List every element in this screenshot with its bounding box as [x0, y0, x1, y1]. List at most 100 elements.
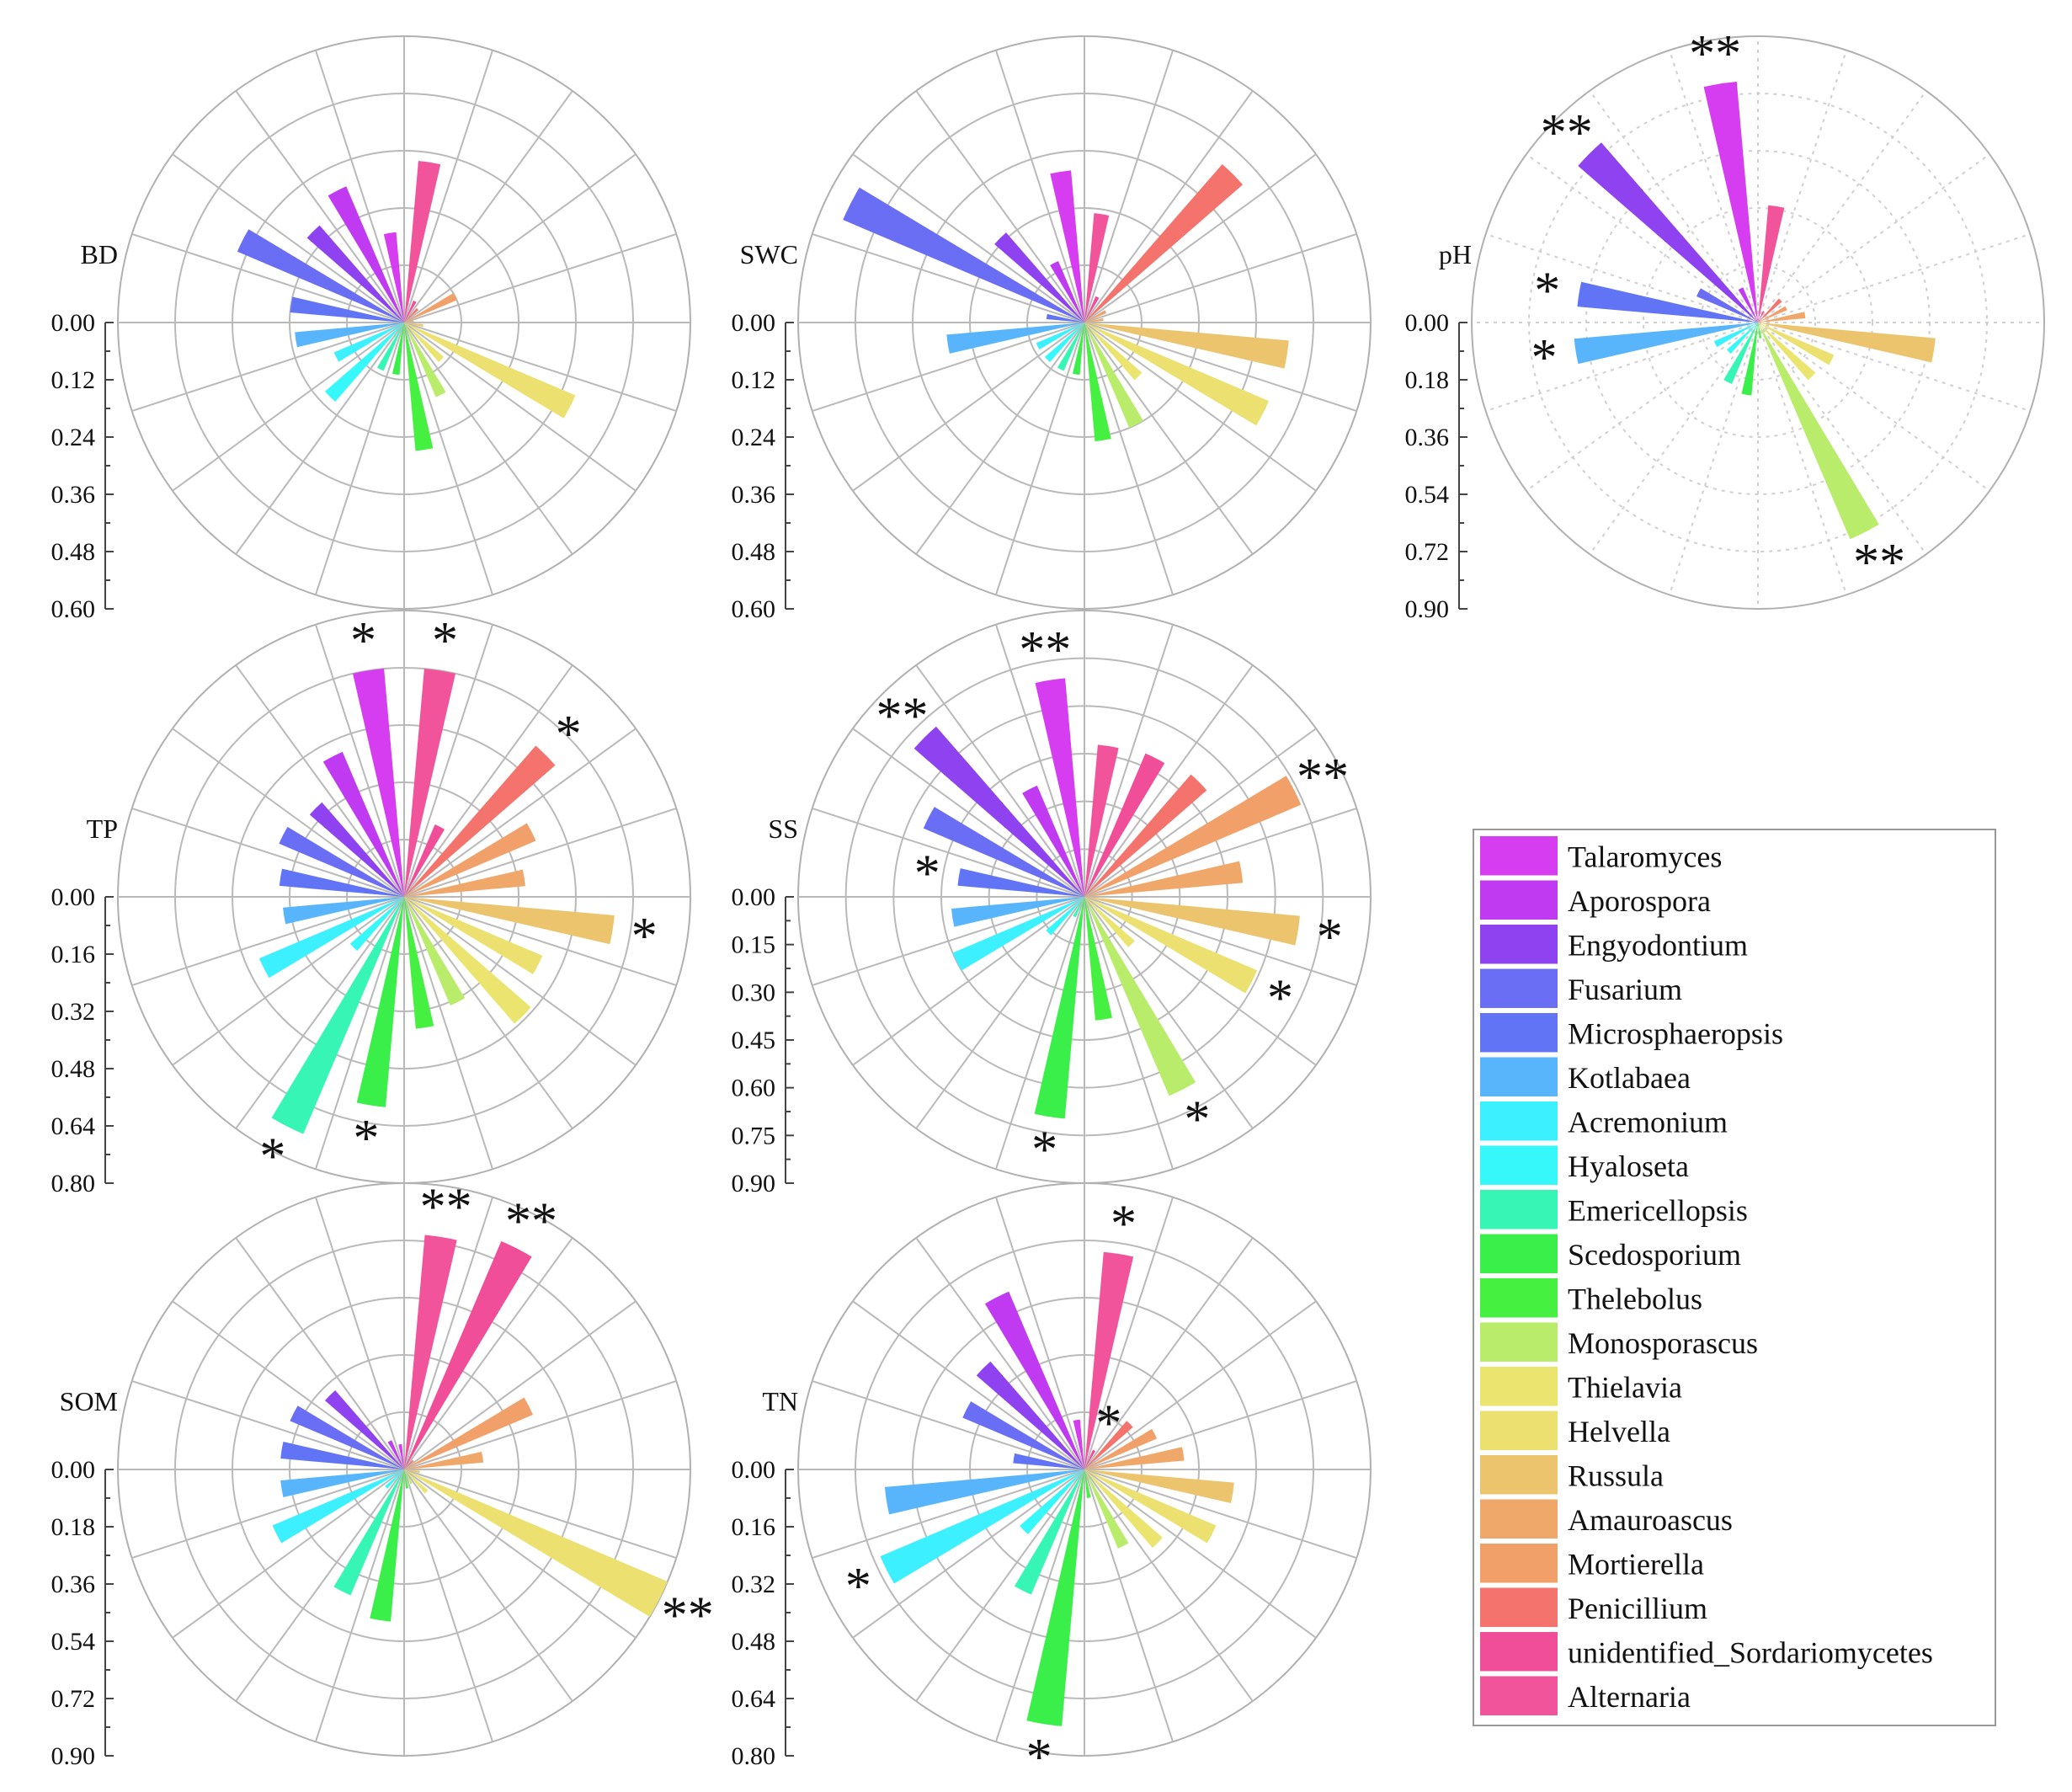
panel-tp: * * * * * * TP 0.00 0.16 0.32 0.48 0.64 0.80: [51, 610, 691, 1197]
tick-label: 0.18: [51, 1513, 96, 1541]
grid-spoke: [403, 322, 573, 555]
grid-spoke: [1084, 90, 1254, 323]
bar-acremonium: [333, 323, 404, 362]
bar-russula: [404, 323, 423, 328]
bar-monosporascus: [404, 897, 466, 1006]
bar-engyodontium: [913, 726, 1084, 897]
bar-fusarium: [962, 1401, 1084, 1469]
grid-spoke: [1084, 322, 1254, 555]
bar-microsphaeropsis: [290, 296, 404, 323]
bar-aporospora: [1022, 785, 1084, 897]
grid-spoke: [852, 1469, 1085, 1639]
legend-label: Acremonium: [1568, 1106, 1728, 1139]
significance-marker: *: [1111, 1195, 1137, 1252]
tick-label: 0.60: [51, 595, 96, 623]
grid-spoke: [314, 624, 405, 898]
bar-mortierella: [404, 293, 457, 323]
tick-label: 0.00: [1405, 309, 1450, 337]
grid-spoke: [915, 664, 1085, 898]
grid-spoke: [314, 50, 405, 323]
bar-unidentified-sordariomycetes: [1084, 1449, 1096, 1469]
grid-spoke: [994, 322, 1085, 595]
significance-marker: **: [662, 1587, 714, 1645]
grid-spoke: [403, 807, 677, 898]
grid-spoke: [1084, 1379, 1357, 1470]
bar-thelebolus: [404, 1469, 409, 1489]
legend-swatch: [1480, 836, 1558, 876]
bar-monosporascus: [1758, 323, 1879, 540]
grid-spoke: [1084, 728, 1317, 898]
bar-monosporascus: [1084, 1469, 1129, 1549]
grid-spoke: [1084, 322, 1357, 413]
bar-emericellopsis: [1073, 897, 1084, 918]
grid-spoke: [852, 322, 1085, 492]
legend-swatch: [1480, 880, 1558, 920]
legend-label: Engyodontium: [1568, 929, 1748, 963]
grid-spoke: [314, 1469, 405, 1742]
bar-hyaloseta: [1726, 323, 1758, 355]
legend-label: Helvella: [1568, 1415, 1670, 1448]
significance-marker: *: [914, 845, 940, 902]
grid-spoke: [1084, 232, 1357, 323]
grid-spoke: [915, 1237, 1085, 1470]
bar-alternaria: [1084, 1251, 1134, 1469]
bar-fusarium: [237, 229, 404, 323]
significance-marker: *: [1317, 909, 1343, 966]
panel-swc: SWC 0.00 0.12 0.24 0.36 0.48 0.60: [732, 35, 1372, 623]
legend-swatch: [1480, 1455, 1558, 1495]
bar-unidentified-sordariomycetes: [404, 300, 417, 323]
grid-spoke: [403, 50, 494, 323]
grid-spoke: [403, 322, 494, 595]
grid-spoke: [1485, 322, 1759, 413]
significance-marker: *: [1095, 1395, 1121, 1452]
bar-monosporascus: [1084, 323, 1143, 429]
grid-spoke: [1757, 322, 1927, 555]
grid-spoke: [131, 896, 405, 987]
bar-alternaria: [404, 1235, 457, 1469]
grid-spoke: [994, 1197, 1085, 1470]
bar-kotlabaea: [283, 897, 404, 925]
legend-swatch: [1480, 1587, 1558, 1627]
grid-spoke: [403, 896, 573, 1129]
grid-spoke: [403, 728, 637, 898]
bar-talaromyces: [1050, 170, 1084, 323]
grid-spoke: [403, 664, 573, 898]
bar-thelebolus: [1084, 897, 1113, 1021]
grid-spoke: [915, 90, 1085, 323]
grid-spoke: [1084, 896, 1357, 987]
legend-box: [1473, 829, 1996, 1726]
bar-microsphaeropsis: [1013, 1453, 1084, 1469]
grid-spoke: [235, 664, 405, 898]
variable-label: SWC: [740, 239, 798, 269]
tick-label: 0.60: [732, 595, 776, 623]
bar-penicillium: [404, 745, 556, 897]
bar-unidentified-sordariomycetes: [1758, 311, 1765, 323]
grid-spoke: [994, 50, 1085, 323]
bar-aporospora: [387, 1440, 404, 1469]
legend-label: Scedosporium: [1568, 1238, 1741, 1272]
grid-spoke: [1084, 664, 1254, 898]
significance-marker: **: [1689, 25, 1741, 83]
bar-fusarium: [923, 807, 1084, 897]
bar-kotlabaea: [946, 323, 1084, 354]
tick-label: 0.16: [732, 1513, 776, 1541]
legend: Talaromyces Aporospora Engyodontium Fusariu…: [1473, 829, 1996, 1726]
grid-ring: [1471, 35, 2045, 610]
grid-spoke: [131, 1379, 405, 1470]
legend-label: Monosporascus: [1568, 1326, 1758, 1360]
bar-emericellopsis: [376, 323, 404, 371]
legend-label: Thelebolus: [1568, 1283, 1702, 1316]
legend-swatch: [1480, 1544, 1558, 1583]
bar-thelebolus: [404, 323, 434, 451]
bar-thielavia: [404, 1469, 429, 1494]
significance-marker: *: [1267, 969, 1293, 1027]
bar-helvella: [404, 1469, 668, 1617]
tick-label: 0.48: [51, 1055, 96, 1083]
grid-spoke: [1084, 1469, 1317, 1639]
grid-spoke: [1757, 322, 1848, 595]
grid-spoke: [1526, 153, 1759, 323]
bar-monosporascus: [1084, 897, 1196, 1096]
tick-label: 0.80: [51, 1170, 96, 1197]
grid-spoke: [852, 153, 1085, 323]
grid-spoke: [852, 1300, 1085, 1470]
